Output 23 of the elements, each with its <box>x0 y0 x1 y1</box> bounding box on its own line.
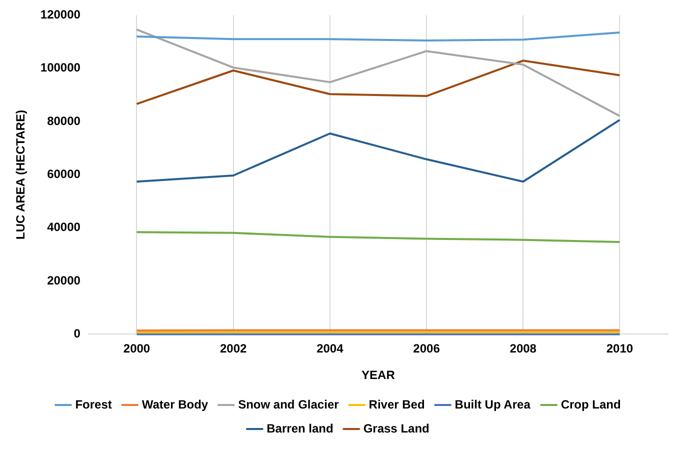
legend-label: Crop Land <box>560 397 621 412</box>
y-tick-label: 60000 <box>47 167 81 182</box>
legend-label: River Bed <box>368 397 425 412</box>
y-tick-label: 100000 <box>40 60 81 75</box>
y-tick-label: 120000 <box>40 8 81 22</box>
y-tick-label: 20000 <box>47 273 81 288</box>
y-tick-label: 80000 <box>47 114 81 128</box>
y-tick-label: 0 <box>74 326 81 341</box>
legend-label: Grass Land <box>363 421 430 436</box>
legend-label: Snow and Glacier <box>238 397 340 412</box>
x-tick-label: 2006 <box>413 342 440 356</box>
y-tick-label: 40000 <box>47 220 81 234</box>
legend-label: Built Up Area <box>454 397 531 412</box>
x-axis-title: YEAR <box>362 368 396 382</box>
x-tick-label: 2004 <box>316 342 344 356</box>
legend-label: Barren land <box>266 421 334 436</box>
legend-label: Water Body <box>142 397 208 412</box>
x-tick-label: 2000 <box>123 342 150 356</box>
x-tick-label: 2008 <box>510 342 537 356</box>
x-tick-label: 2010 <box>606 342 634 356</box>
legend-label: Forest <box>75 397 112 412</box>
x-tick-label: 2002 <box>220 342 247 356</box>
y-axis-title: LUC AREA (HECTARE) <box>14 110 28 240</box>
